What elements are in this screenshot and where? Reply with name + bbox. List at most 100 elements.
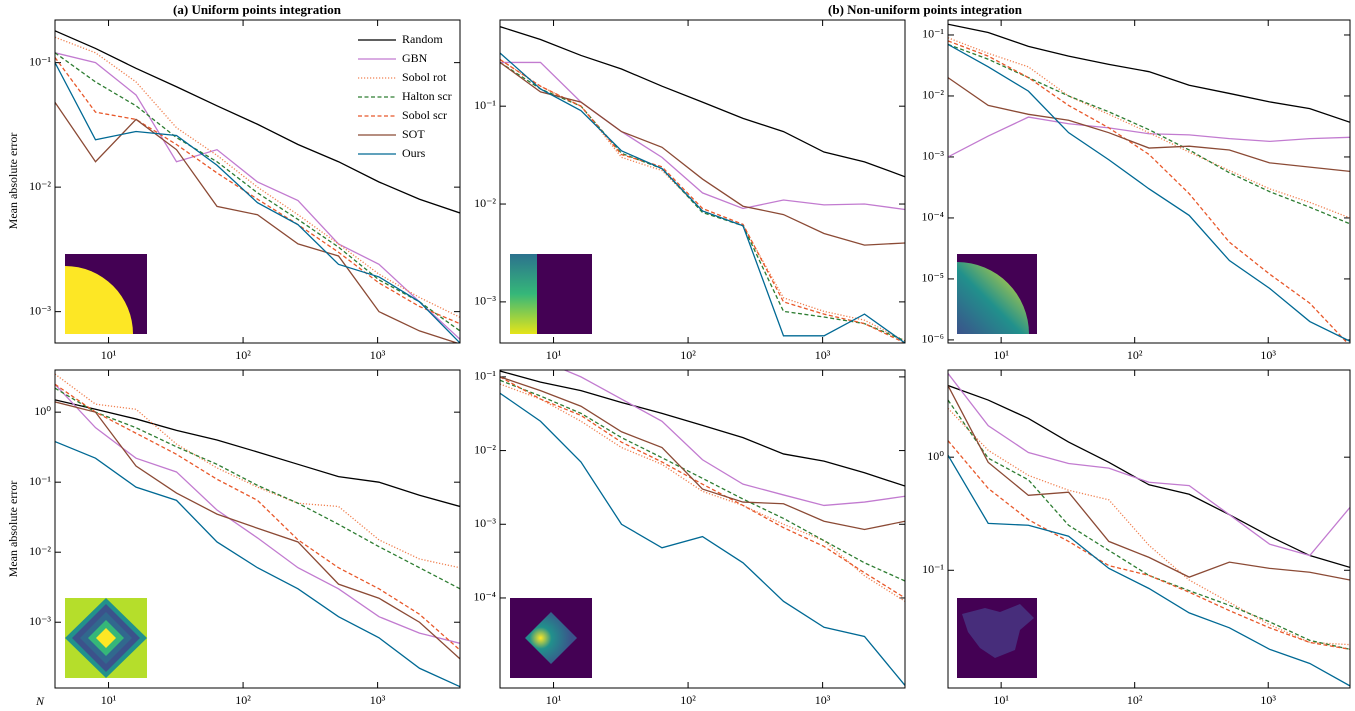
y-tick-label: 10⁻³ [474, 516, 496, 530]
y-tick-label: 10⁻³ [474, 294, 496, 308]
y-tick-label: 10⁻² [29, 179, 51, 193]
y-tick-label: 10⁻² [474, 442, 496, 456]
inset-shape [957, 262, 1029, 334]
series-line [948, 23, 1350, 123]
inset-shape [525, 612, 577, 664]
legend-label: GBN [402, 51, 428, 65]
y-tick-label: 10⁻¹ [474, 369, 496, 383]
series-line [500, 383, 905, 602]
panel: 10¹ 10² 10³ 10⁻¹ 10⁻² 10⁻³ [474, 19, 906, 362]
plot-area [500, 370, 905, 686]
plot-frame [947, 369, 1351, 689]
y-tick-label: 10⁻¹ [29, 474, 51, 488]
y-tick-label: 10⁻¹ [29, 54, 51, 68]
y-tick-label: 10⁻¹ [922, 27, 944, 41]
y-tick-label: 10⁻⁶ [921, 332, 944, 346]
panel: 10¹ 10² 10³ 10⁰ 10⁻¹ 10⁻² 10⁻³ [29, 369, 461, 707]
y-tick-label: 10⁻⁵ [921, 271, 944, 285]
y-tick-label: 10⁻³ [29, 303, 51, 317]
x-tick-label: 10² [235, 693, 251, 707]
series-line [500, 379, 905, 582]
insets [65, 254, 1037, 678]
series-line [948, 43, 1350, 225]
inset-shape [962, 604, 1034, 658]
y-tick-label: 10⁻³ [922, 149, 944, 163]
panel-title: (b) Non-uniform points integration [828, 2, 1023, 17]
series-line [500, 26, 905, 178]
plot-frame [947, 19, 1351, 344]
x-tick-label: 10¹ [101, 693, 117, 707]
series-line [55, 399, 460, 508]
series-line [55, 101, 460, 343]
y-axis-label: Mean absolute error [6, 481, 20, 578]
series-line [948, 454, 1350, 687]
y-tick-label: 10⁻² [922, 88, 944, 102]
series-line [55, 373, 460, 569]
x-tick-label: 10³ [1260, 693, 1276, 707]
series-line [948, 373, 1350, 557]
y-tick-label: 10⁰ [927, 449, 944, 463]
series-line [948, 384, 1350, 569]
x-tick-label: 10¹ [993, 348, 1009, 362]
legend-label: Ours [402, 146, 426, 160]
y-tick-label: 10⁻³ [29, 614, 51, 628]
x-tick-label: 10² [1127, 693, 1143, 707]
series-line [500, 61, 905, 246]
y-tick-label: 10⁻² [29, 544, 51, 558]
series-line [55, 52, 460, 340]
series-line [55, 383, 460, 651]
series-line [948, 385, 1350, 581]
plot-frame [54, 19, 461, 344]
inset-shape [510, 254, 537, 334]
y-tick-label: 10⁻⁴ [921, 210, 944, 224]
plot-frame [499, 19, 906, 344]
legend-label: Halton scr [402, 89, 452, 103]
panel: 10¹ 10² 10³ 10⁻¹ 10⁻² 10⁻³ 10⁻⁴ [473, 369, 906, 707]
inset-shape [65, 266, 133, 334]
legend-label: SOT [402, 127, 425, 141]
series-line [562, 370, 905, 507]
plot-area [500, 26, 905, 343]
y-tick-label: 10⁻² [474, 196, 496, 210]
panel-title: (a) Uniform points integration [173, 2, 342, 17]
x-tick-label: 10¹ [546, 693, 562, 707]
series-line [500, 376, 905, 531]
series-line [500, 392, 905, 686]
series-line [948, 43, 1350, 342]
plot-frame [54, 369, 461, 689]
series-line [500, 52, 905, 343]
series-line [500, 58, 905, 343]
x-tick-label: 10² [1127, 348, 1143, 362]
plot-area [55, 30, 460, 343]
y-tick-label: 10⁻¹ [922, 562, 944, 576]
y-tick-label: 10⁻⁴ [473, 590, 496, 604]
panel: 10¹ 10² 10³ 10⁰ 10⁻¹ [922, 369, 1351, 707]
series-line [500, 370, 905, 487]
series-line [55, 401, 460, 660]
series-line [55, 62, 460, 343]
series-line [500, 376, 905, 599]
series-line [55, 30, 460, 214]
series-line [948, 77, 1350, 173]
x-tick-label: 10³ [370, 348, 386, 362]
inset-shape [96, 628, 116, 648]
legend-label: Sobol rot [402, 70, 447, 84]
panel: 10¹ 10² 10³ 10⁻¹ 10⁻² 10⁻³ 10⁻⁴ 10⁻⁵ 10⁻⁶ [921, 19, 1351, 362]
panel: 10¹ 10² 10³ 10⁻¹ 10⁻² 10⁻³ Random GBN Sobol rot H… [29, 19, 461, 362]
legend-label: Random [402, 32, 443, 46]
y-tick-label: 10⁻¹ [474, 98, 496, 112]
x-tick-label: 10² [680, 693, 696, 707]
x-axis-label: N [35, 694, 45, 708]
series-line [948, 37, 1350, 219]
series-line [948, 440, 1350, 650]
x-tick-label: 10² [235, 348, 251, 362]
x-tick-label: 10³ [370, 693, 386, 707]
series-line [500, 61, 905, 342]
series-line [55, 57, 460, 325]
x-tick-label: 10¹ [546, 348, 562, 362]
series-line [500, 61, 905, 211]
x-tick-label: 10³ [815, 348, 831, 362]
legend-label: Sobol scr [402, 108, 447, 122]
series-line [948, 399, 1350, 650]
